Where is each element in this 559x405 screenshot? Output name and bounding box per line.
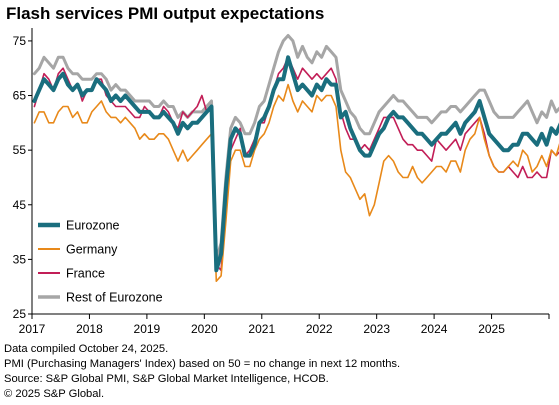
legend-label: Germany [66,243,118,257]
legend-label: France [66,267,105,281]
y-tick-label: 55 [13,143,27,157]
y-tick-label: 65 [13,89,27,103]
x-tick-label: 2019 [134,322,161,336]
series-line-germany [33,83,559,283]
y-tick-label: 45 [13,198,27,212]
x-tick-label: 2025 [478,322,505,336]
footnote-source: Source: S&P Global PMI, S&P Global Marke… [4,373,329,385]
y-tick-label: 75 [13,34,27,48]
footnotes: Data compiled October 24, 2025. PMI (Pur… [4,342,400,402]
y-tick-label: 35 [13,252,27,266]
x-tick-label: 2021 [248,322,275,336]
footnote-date: Data compiled October 24, 2025. [4,343,169,355]
chart-title: Flash services PMI output expectations [6,4,325,23]
footnote-copyright: © 2025 S&P Global. [4,388,105,400]
footnote-definition: PMI (Purchasing Managers' Index) based o… [4,358,401,370]
legend-label: Rest of Eurozone [66,291,163,305]
x-tick-label: 2018 [76,322,103,336]
legend-label: Eurozone [66,219,120,233]
x-tick-label: 2024 [421,322,448,336]
series-line-france [33,56,559,272]
series-line-eurozone [32,55,559,273]
x-tick-label: 2020 [191,322,218,336]
x-tick-label: 2023 [363,322,390,336]
x-tick-label: 2017 [19,322,46,336]
x-tick-label: 2022 [306,322,333,336]
series-line-rest-of-eurozone [32,34,559,261]
y-tick-label: 25 [13,307,27,321]
